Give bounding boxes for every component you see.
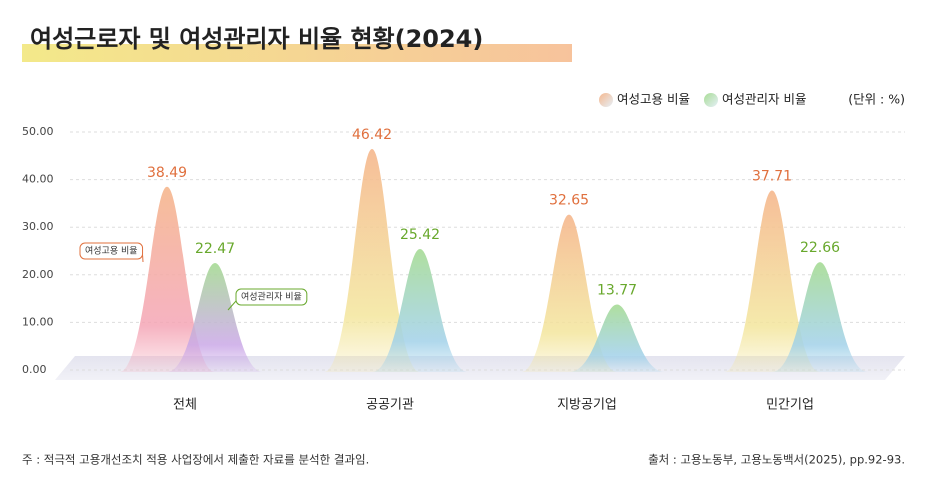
legend-label: 여성고용 비율 bbox=[617, 92, 690, 107]
callout-line bbox=[227, 300, 237, 311]
note: 주 : 적극적 고용개선조치 적용 사업장에서 제출한 자료를 분석한 결과임. bbox=[22, 453, 369, 467]
peak bbox=[372, 249, 468, 372]
value-label: 25.42 bbox=[400, 227, 440, 243]
peak bbox=[569, 304, 665, 372]
legend-marker bbox=[703, 93, 718, 107]
x-tick-label: 전체 bbox=[173, 398, 197, 413]
x-tick-label: 민간기업 bbox=[766, 398, 814, 413]
value-label: 46.42 bbox=[352, 127, 392, 143]
peak bbox=[724, 190, 820, 372]
y-tick-label: 30.00 bbox=[22, 220, 54, 233]
peak bbox=[521, 214, 617, 372]
value-label: 22.47 bbox=[195, 241, 235, 257]
title-highlight bbox=[22, 44, 572, 62]
floor bbox=[55, 356, 905, 380]
value-label: 37.71 bbox=[752, 169, 792, 185]
unit: (단위 : %) bbox=[848, 92, 905, 107]
callout-label: 여성관리자 비율 bbox=[241, 291, 302, 303]
y-tick-label: 0.00 bbox=[22, 363, 47, 376]
y-tick-label: 50.00 bbox=[22, 125, 54, 138]
y-tick-label: 10.00 bbox=[22, 315, 54, 328]
peak bbox=[324, 149, 420, 372]
value-label: 32.65 bbox=[549, 193, 589, 209]
callout-box bbox=[79, 242, 144, 260]
y-tick-label: 20.00 bbox=[22, 268, 54, 281]
source: 출처 : 고용노동부, 고용노동백서(2025), pp.92-93. bbox=[648, 453, 905, 467]
x-tick-label: 지방공기업 bbox=[557, 398, 617, 413]
legend-label: 여성관리자 비율 bbox=[722, 92, 806, 107]
peak bbox=[167, 263, 263, 372]
x-tick-label: 공공기관 bbox=[366, 398, 414, 413]
value-label: 13.77 bbox=[597, 282, 637, 298]
value-label: 38.49 bbox=[147, 165, 187, 181]
value-label: 22.66 bbox=[800, 240, 840, 256]
callout-box bbox=[235, 288, 308, 306]
peak bbox=[119, 186, 215, 372]
y-tick-label: 40.00 bbox=[22, 173, 54, 186]
peak bbox=[772, 262, 868, 372]
chart-title: 여성근로자 및 여성관리자 비율 현황(2024) bbox=[30, 25, 483, 53]
callout-label: 여성고용 비율 bbox=[85, 245, 138, 257]
legend-marker bbox=[599, 93, 613, 107]
